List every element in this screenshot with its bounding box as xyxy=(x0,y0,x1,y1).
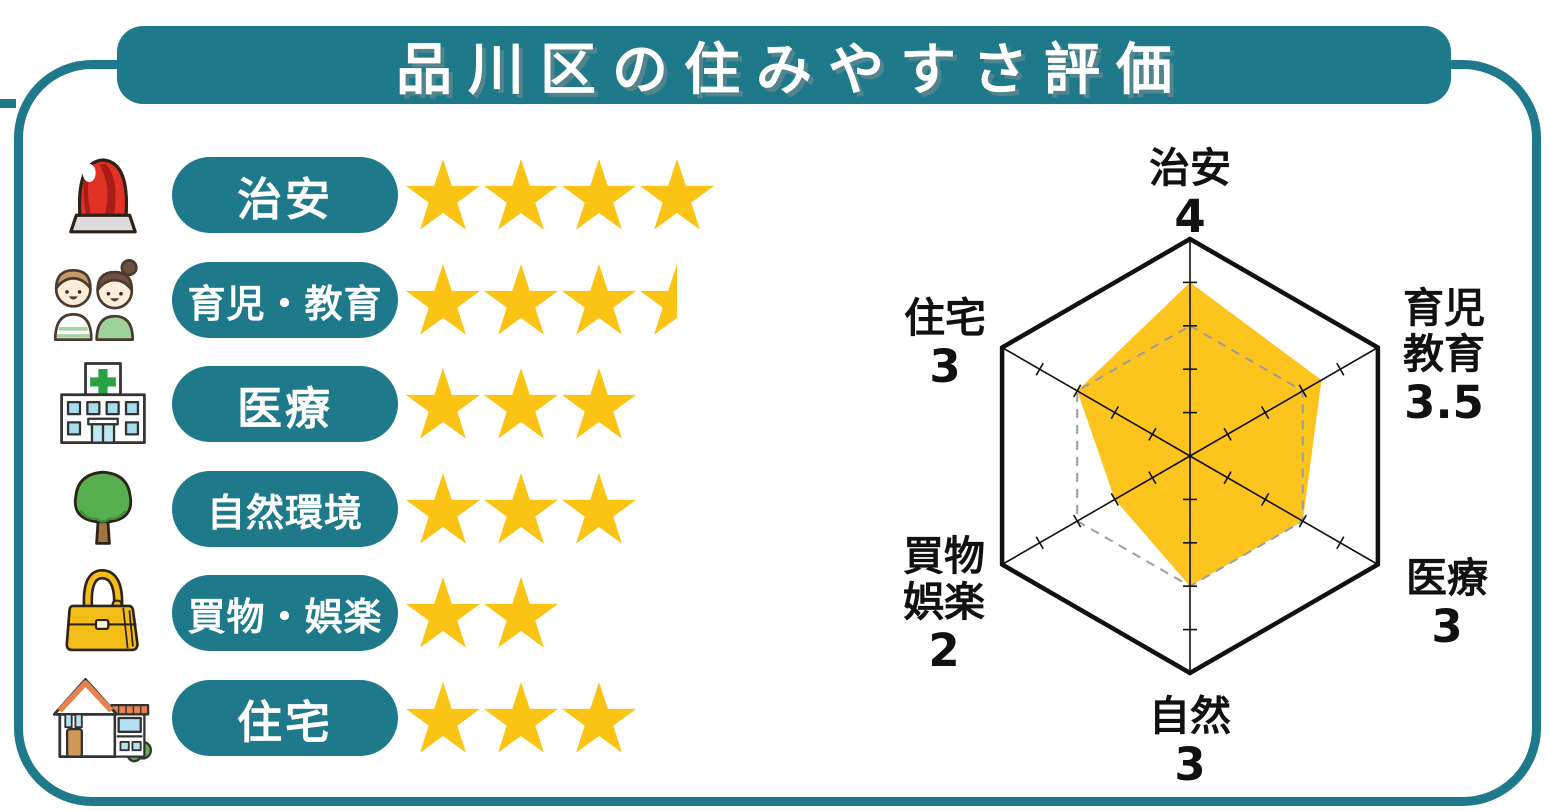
tree-icon xyxy=(42,460,164,558)
radar-axis-value: 2 xyxy=(928,623,960,677)
radar-axis-value: 4 xyxy=(1174,189,1206,243)
siren-icon xyxy=(42,146,164,244)
category-pill: 医療 xyxy=(172,366,398,442)
star-rating xyxy=(404,679,638,757)
category-row-housing: 住宅 xyxy=(0,669,790,767)
children-icon xyxy=(42,251,164,349)
page-title: 品川区の住みやすさ評価 xyxy=(396,37,1188,103)
category-label: 住宅 xyxy=(236,695,333,749)
radar-axis-label-childcare: 育児教育 3.5 xyxy=(1396,285,1492,429)
star-rating xyxy=(404,574,560,652)
radar-axis-label-shopping: 買物娯楽 2 xyxy=(896,533,992,677)
page-title-band: 品川区の住みやすさ評価 xyxy=(117,26,1451,104)
star-rating xyxy=(404,470,638,548)
category-row-nature: 自然環境 xyxy=(0,460,790,558)
category-pill: 買物・娯楽 xyxy=(172,575,398,651)
category-pill: 住宅 xyxy=(172,680,398,756)
category-pill: 治安 xyxy=(172,157,398,233)
radar-axis-label-nature: 自然 3 xyxy=(1105,693,1275,791)
radar-axis-value: 3.5 xyxy=(1404,375,1484,429)
category-label: 買物・娯楽 xyxy=(187,594,383,639)
house-icon xyxy=(42,669,164,767)
star-rating xyxy=(404,156,716,234)
star-rating xyxy=(404,365,638,443)
border-stub xyxy=(0,99,16,108)
category-row-shopping: 買物・娯楽 xyxy=(0,564,790,662)
category-pill: 育児・教育 xyxy=(172,262,398,338)
radar-axis-value: 3 xyxy=(1431,599,1463,653)
hospital-icon xyxy=(42,355,164,453)
radar-axis-value: 3 xyxy=(1174,737,1206,791)
category-label: 医療 xyxy=(236,381,333,435)
category-label: 育児・教育 xyxy=(187,281,383,326)
star-rating xyxy=(404,261,716,339)
radar-axis-label-medical: 医療 3 xyxy=(1392,555,1502,653)
category-row-childcare: 育児・教育 xyxy=(0,251,790,349)
category-label: 治安 xyxy=(236,172,333,226)
category-row-medical: 医療 xyxy=(0,355,790,453)
category-label: 自然環境 xyxy=(206,490,363,535)
radar-axis-label-housing: 住宅 3 xyxy=(890,295,1000,393)
radar-axis-value: 3 xyxy=(929,339,961,393)
category-pill: 自然環境 xyxy=(172,471,398,547)
bag-icon xyxy=(42,564,164,662)
radar-axis-label-security: 治安 4 xyxy=(1105,145,1275,243)
category-row-security: 治安 xyxy=(0,146,790,244)
rating-list: 治安 xyxy=(0,146,790,767)
